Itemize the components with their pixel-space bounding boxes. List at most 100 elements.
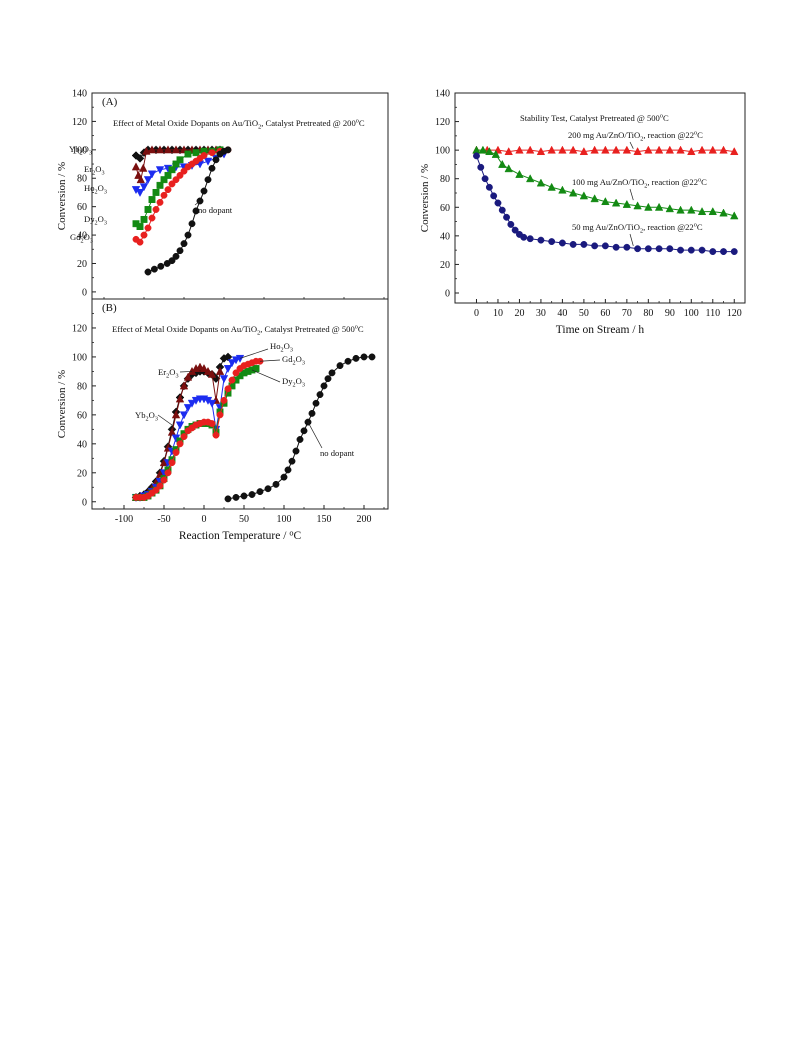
x-tick-label: 0 xyxy=(202,514,207,525)
annotation-dy2o3: Dy2O3 xyxy=(282,376,305,389)
data-point xyxy=(687,147,696,156)
data-point xyxy=(227,359,237,368)
data-point xyxy=(160,476,168,484)
data-point xyxy=(140,231,148,239)
data-point xyxy=(720,248,727,256)
data-point xyxy=(504,164,513,173)
series-50-mg-au-zno-tio2-reaction-22-c xyxy=(473,152,738,256)
data-point xyxy=(172,160,180,168)
x-tick-label: -50 xyxy=(157,514,170,525)
data-point xyxy=(644,202,653,211)
y-tick-label: 20 xyxy=(77,259,87,270)
series-no-dopant xyxy=(224,353,376,503)
annotation-leader xyxy=(629,233,634,246)
data-point xyxy=(580,240,588,248)
panel-label: (A) xyxy=(102,96,118,108)
y-tick-label: 40 xyxy=(77,231,87,242)
data-point xyxy=(164,171,172,179)
data-point xyxy=(216,411,224,419)
y-tick-label: 80 xyxy=(77,381,87,392)
chart-title: Stability Test, Catalyst Pretreated @ 50… xyxy=(520,113,669,124)
data-point xyxy=(730,248,738,256)
data-point xyxy=(622,145,632,154)
data-point xyxy=(548,238,556,246)
y-tick-label: 100 xyxy=(72,145,87,156)
data-point xyxy=(168,459,176,467)
annotation-leader xyxy=(239,348,269,359)
data-point xyxy=(558,145,567,154)
data-point xyxy=(184,231,192,239)
data-point xyxy=(164,469,172,477)
series-gd2o3 xyxy=(132,146,232,246)
x-tick-label: 110 xyxy=(705,308,720,319)
data-point xyxy=(264,485,272,493)
x-tick-label: 50 xyxy=(239,514,249,525)
data-point xyxy=(171,145,181,154)
data-point xyxy=(698,246,706,254)
annotation-er2o3: Er2O3 xyxy=(84,164,105,177)
data-point xyxy=(655,245,663,253)
data-point xyxy=(511,226,519,234)
data-point xyxy=(212,431,220,439)
data-point xyxy=(644,245,652,253)
y-tick-label: 0 xyxy=(82,497,87,508)
data-point xyxy=(601,145,610,154)
data-point xyxy=(150,265,158,273)
y-axis-label: Conversion / % xyxy=(56,370,68,438)
y-tick-label: 80 xyxy=(77,174,87,185)
data-point xyxy=(730,147,739,156)
data-point xyxy=(485,183,493,191)
data-point xyxy=(171,410,181,419)
data-point xyxy=(520,233,528,241)
data-point xyxy=(708,207,717,216)
y-tick-label: 60 xyxy=(440,203,450,214)
data-point xyxy=(558,185,567,194)
y-axis-label: Conversion / % xyxy=(56,162,68,230)
data-point xyxy=(288,457,296,465)
x-tick-label: 200 xyxy=(357,514,372,525)
data-point xyxy=(200,152,208,159)
data-point xyxy=(155,145,165,154)
data-point xyxy=(328,369,336,377)
data-point xyxy=(157,262,165,270)
data-point xyxy=(481,175,489,183)
y-tick-label: 100 xyxy=(72,352,87,363)
x-tick-label: 100 xyxy=(684,308,699,319)
data-point xyxy=(308,409,316,417)
annotation-dy2o3: Dy2O3 xyxy=(84,214,107,227)
data-point xyxy=(179,411,189,420)
data-point xyxy=(352,354,360,362)
data-point xyxy=(503,213,511,221)
x-tick-label: -100 xyxy=(115,514,133,525)
annotation-leader xyxy=(307,421,323,449)
data-point xyxy=(360,353,368,361)
data-point xyxy=(320,382,328,390)
data-point xyxy=(601,197,610,206)
data-point xyxy=(709,248,717,256)
data-point xyxy=(719,208,728,217)
data-point xyxy=(139,183,149,192)
data-point xyxy=(235,354,245,363)
data-point xyxy=(156,482,164,490)
x-tick-label: 80 xyxy=(643,308,653,319)
data-point xyxy=(152,486,160,494)
series-100-mg-au-zno-tio2-reaction-22-c xyxy=(472,145,739,220)
annotation-leader xyxy=(259,359,281,362)
data-point xyxy=(478,145,488,154)
data-point xyxy=(176,247,184,255)
series-dy2o3 xyxy=(132,365,260,501)
y-tick-label: 140 xyxy=(435,89,450,100)
data-point xyxy=(215,366,225,375)
data-point xyxy=(180,240,188,248)
data-point xyxy=(138,163,148,172)
data-point xyxy=(192,207,200,215)
data-point xyxy=(208,164,216,172)
data-point xyxy=(312,399,320,407)
data-point xyxy=(654,202,664,211)
annotation-50-mg-au-zno-tio2-reaction-22-c: 50 mg Au/ZnO/TiO2, reaction @22oC xyxy=(572,222,703,235)
annotation-leader xyxy=(629,141,634,149)
x-tick-label: 120 xyxy=(727,308,742,319)
data-point xyxy=(666,245,674,253)
data-point xyxy=(485,147,494,156)
data-point xyxy=(192,149,200,157)
